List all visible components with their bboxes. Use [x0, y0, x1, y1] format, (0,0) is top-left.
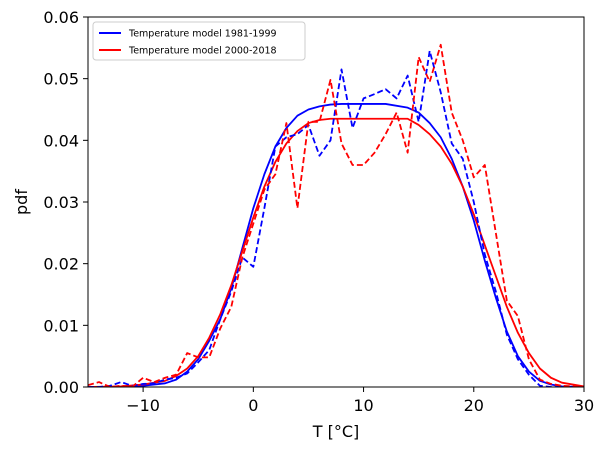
y-tick-label: 0.02: [43, 255, 79, 274]
x-tick-label: 20: [464, 396, 484, 415]
legend-box: [92, 21, 306, 61]
legend-label-2000-2018: Temperature model 2000-2018: [128, 46, 277, 57]
dashed-series-line-blue: [88, 50, 584, 387]
legend: Temperature model 1981-1999 Temperature …: [92, 21, 306, 61]
y-tick-label: 0.03: [43, 193, 79, 212]
solid-series-line-blue: [88, 103, 584, 387]
y-tick-label: 0.01: [43, 316, 79, 335]
y-tick-label: 0.06: [43, 8, 79, 27]
x-tick-label: 0: [248, 396, 258, 415]
legend-label-1981-1999: Temperature model 1981-1999: [128, 29, 277, 40]
y-axis-label: pdf: [12, 189, 31, 215]
x-tick-label: 30: [574, 396, 594, 415]
dashed-series-line-red: [88, 43, 584, 387]
plot-area: [88, 43, 584, 387]
y-tick-label: 0.04: [43, 131, 79, 150]
y-tick-label: 0.00: [43, 378, 79, 397]
x-axis-label: T [°C]: [312, 422, 360, 441]
x-tick-label: −10: [126, 396, 160, 415]
axes-frame: [87, 16, 585, 388]
x-tick-label: 10: [353, 396, 373, 415]
x-axis: −10 0 10 20 30: [126, 387, 594, 415]
solid-series-line-red: [88, 117, 584, 387]
y-tick-label: 0.05: [43, 70, 79, 89]
y-axis: 0.00 0.01 0.02 0.03 0.04 0.05 0.06: [43, 8, 88, 397]
